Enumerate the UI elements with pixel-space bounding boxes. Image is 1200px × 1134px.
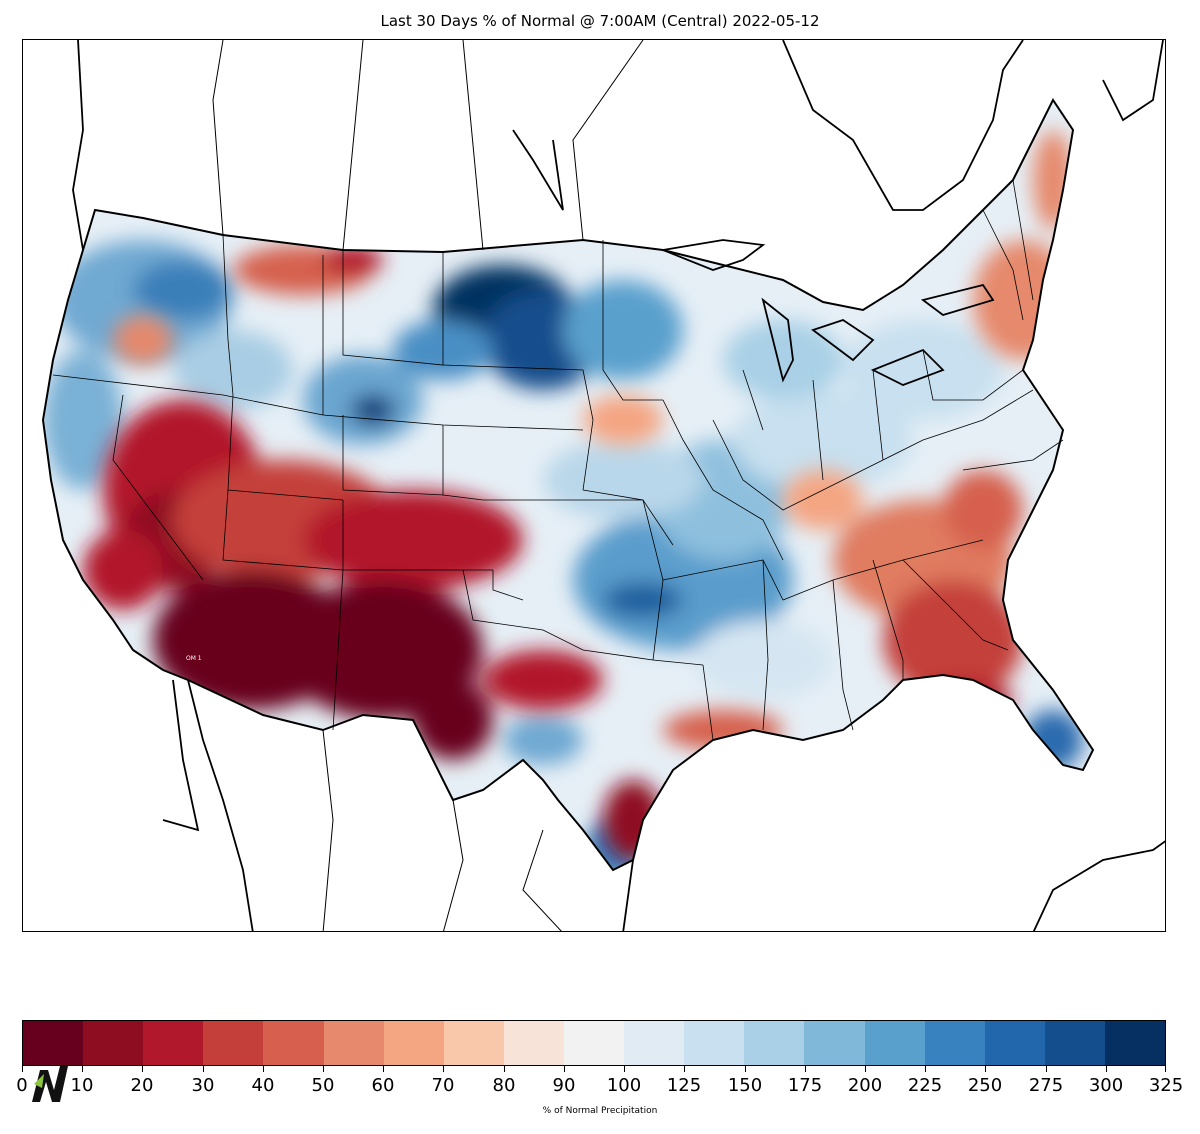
colorbar-tick xyxy=(985,1066,986,1072)
state-borders xyxy=(52,179,1064,741)
colorbar-tick xyxy=(745,1066,746,1072)
colorbar-tick xyxy=(805,1066,806,1072)
colorbar-segment xyxy=(1044,1021,1105,1065)
colorbar-segment xyxy=(1104,1021,1166,1065)
colorbar-tick-label: 225 xyxy=(907,1075,943,1096)
colorbar-segment xyxy=(924,1021,985,1065)
colorbar-tick xyxy=(1106,1066,1107,1072)
colorbar-segment xyxy=(323,1021,384,1065)
colorbar-segment xyxy=(143,1021,204,1065)
colorbar-tick xyxy=(142,1066,143,1072)
colorbar-tick xyxy=(443,1066,444,1072)
colorbar-tick xyxy=(82,1066,83,1072)
colorbar-segment xyxy=(744,1021,805,1065)
colorbar-tick-label: 300 xyxy=(1088,1075,1124,1096)
colorbar-segment xyxy=(563,1021,625,1065)
colorbar-label: % of Normal Precipitation xyxy=(542,1106,658,1116)
colorbar-tick-label: 90 xyxy=(552,1075,576,1096)
colorbar-tick xyxy=(684,1066,685,1072)
colorbar-tick xyxy=(564,1066,565,1072)
colorbar-tick xyxy=(203,1066,204,1072)
colorbar-segment xyxy=(503,1021,564,1065)
colorbar-segment xyxy=(684,1021,745,1065)
colorbar-tick-label: 20 xyxy=(130,1075,154,1096)
colorbar-segment xyxy=(83,1021,144,1065)
map-title: Last 30 Days % of Normal @ 7:00AM (Centr… xyxy=(380,12,820,30)
colorbar-tick-label: 80 xyxy=(492,1075,516,1096)
colorbar-tick-label: 150 xyxy=(727,1075,763,1096)
colorbar-tick-label: 30 xyxy=(191,1075,215,1096)
colorbar-tick xyxy=(383,1066,384,1072)
colorbar-tick xyxy=(1046,1066,1047,1072)
colorbar-tick xyxy=(504,1066,505,1072)
colorbar-ticks: 0 10 20 30 40 50 60 70 80 90 100 125 150 175 200 225 250… xyxy=(16,1066,1183,1106)
colorbar-tick xyxy=(1165,1066,1166,1072)
colorbar xyxy=(22,1020,1166,1066)
colorbar-tick-label: 275 xyxy=(1028,1075,1064,1096)
colorbar-segment xyxy=(804,1021,865,1065)
colorbar-segment xyxy=(443,1021,504,1065)
colorbar-tick-label: 100 xyxy=(606,1075,642,1096)
colorbar-segment xyxy=(383,1021,444,1065)
colorbar-segment xyxy=(624,1021,685,1065)
colorbar-tick-label: 250 xyxy=(967,1075,1003,1096)
colorbar-segment xyxy=(984,1021,1045,1065)
colorbar-tick-label: 50 xyxy=(311,1075,335,1096)
colorbar-segment xyxy=(263,1021,324,1065)
colorbar-tick-label: 200 xyxy=(847,1075,883,1096)
coastlines xyxy=(41,40,1165,931)
precip-field xyxy=(43,100,1093,870)
colorbar-segment xyxy=(203,1021,264,1065)
colorbar-tick xyxy=(22,1066,23,1072)
map-inset-text: OM 1 xyxy=(186,655,202,662)
precipitation-map: OM 1 xyxy=(22,39,1166,932)
colorbar-tick xyxy=(624,1066,625,1072)
colorbar-tick-label: 325 xyxy=(1148,1075,1184,1096)
colorbar-tick xyxy=(925,1066,926,1072)
colorbar-tick xyxy=(865,1066,866,1072)
colorbar-tick-label: 60 xyxy=(371,1075,395,1096)
colorbar-segment xyxy=(23,1021,84,1065)
n-logo-icon xyxy=(32,1066,68,1102)
colorbar-tick-label: 40 xyxy=(251,1075,275,1096)
colorbar-tick xyxy=(263,1066,264,1072)
colorbar-tick xyxy=(323,1066,324,1072)
colorbar-tick-label: 0 xyxy=(16,1075,28,1096)
colorbar-tick-label: 10 xyxy=(70,1075,94,1096)
colorbar-tick-label: 125 xyxy=(666,1075,702,1096)
colorbar-tick-label: 175 xyxy=(787,1075,823,1096)
colorbar-tick-label: 70 xyxy=(431,1075,455,1096)
colorbar-segment xyxy=(864,1021,925,1065)
